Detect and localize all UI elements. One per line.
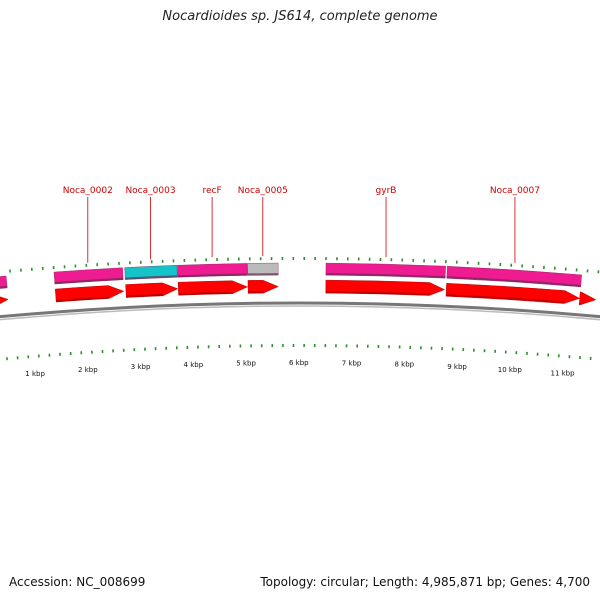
cds-arrow-7 [578,291,597,306]
gene-feature-shade-3 [177,273,248,278]
backbone-arc-shadow [0,305,600,321]
cds-arrow-2 [125,282,179,298]
cds-arrow-shade-5 [325,291,430,296]
kbp-label: 8 kbp [394,361,414,369]
cds-arrow-shade-4 [248,291,264,294]
gene-label-Noca_0005: Noca_0005 [238,186,288,196]
gene-feature-0 [0,275,8,289]
cds-arrow-shade-2 [126,293,163,298]
kbp-label: 5 kbp [236,359,256,367]
gene-feature-shade-0 [0,285,8,289]
cds-arrow-shade-1 [56,296,110,303]
gene-feature-shade-2 [125,275,178,280]
kbp-label: 3 kbp [131,363,151,371]
kbp-label: 4 kbp [184,361,204,369]
gene-label-Noca_0007: Noca_0007 [490,186,540,196]
gene-feature-shade-5 [325,273,446,279]
kbp-label: 6 kbp [289,359,309,367]
gene-label-gyrB: gyrB [376,186,397,196]
topology-text: Topology: circular; Length: 4,985,871 bp… [260,575,590,589]
gene-label-recF: recF [203,186,222,196]
gene-feature-4 [247,262,279,276]
backbone-arc [0,301,600,319]
gene-feature-shade-1 [54,277,124,285]
gene-label-Noca_0002: Noca_0002 [63,186,113,196]
cds-arrow-0 [0,296,9,305]
kbp-label: 2 kbp [78,366,98,374]
kbp-label: 7 kbp [342,359,362,367]
kbp-label: 1 kbp [25,370,45,378]
cds-arrow-shade-7 [579,302,581,305]
gene-feature-shade-4 [247,273,279,276]
gene-label-Noca_0003: Noca_0003 [125,186,175,196]
cds-arrow-3 [177,280,248,296]
kbp-label: 9 kbp [447,363,467,371]
kbp-label: 10 kbp [498,366,523,374]
gene-feature-shade-6 [446,276,581,287]
cds-arrow-shade-3 [178,291,233,296]
accession-text: Accession: NC_008699 [9,575,146,589]
cds-arrow-4 [247,280,279,294]
cds-arrow-shade-6 [445,294,565,304]
kbp-label: 11 kbp [550,370,575,378]
cds-arrow-6 [445,283,581,304]
map-title: Nocardioides sp. JS614, complete genome [162,9,438,24]
